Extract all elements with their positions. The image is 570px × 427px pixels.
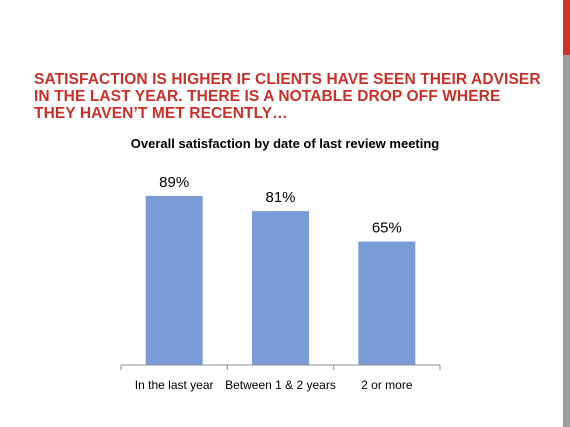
x-tick-label-1: Between 1 & 2 years <box>225 378 336 392</box>
bar-1 <box>252 211 309 365</box>
ticks-layer <box>120 365 441 370</box>
x-tick-label-0: In the last year <box>135 378 214 392</box>
bar-2 <box>358 241 416 365</box>
slide-accent-bar <box>563 0 570 427</box>
bars-layer <box>145 195 416 365</box>
data-label-0: 89% <box>159 174 189 191</box>
x-tick-label-2: 2 or more <box>361 378 413 392</box>
slide-accent-top <box>563 0 570 55</box>
labels-layer: 89% In the last year 81% Between 1 & 2 year… <box>135 174 413 392</box>
bar-0 <box>145 195 203 365</box>
data-label-2: 65% <box>372 220 402 237</box>
chart-title: Overall satisfaction by date of last rev… <box>130 136 440 151</box>
slide-title: SATISFACTION IS HIGHER IF CLIENTS HAVE S… <box>34 71 541 122</box>
data-label-1: 81% <box>265 189 295 206</box>
